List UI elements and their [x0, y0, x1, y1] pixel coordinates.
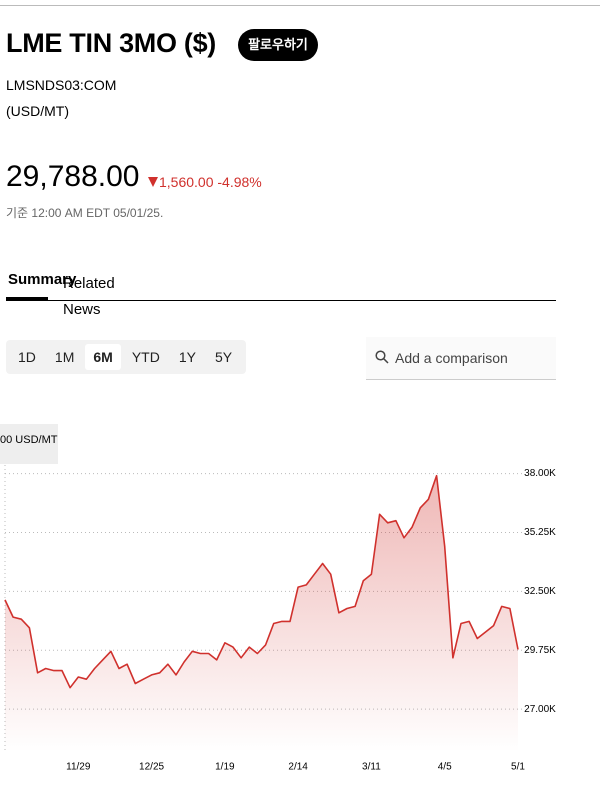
range-button[interactable]: 5Y: [214, 349, 233, 365]
timestamp: 기준 12:00 AM EDT 05/01/25.: [6, 206, 164, 220]
annotation: 00 USD/MT: [0, 434, 58, 446]
title: LME TIN 3MO ($): [6, 28, 216, 58]
follow-button[interactable]: 팔로우하기: [238, 29, 318, 61]
search-placeholder: Add a comparison: [395, 350, 508, 366]
price: 29,788.00: [6, 160, 140, 193]
line: [4, 474, 519, 689]
range-button[interactable]: 1Y: [178, 349, 196, 365]
range-button[interactable]: YTD: [131, 349, 160, 365]
ticker: LMSNDS03:COM: [6, 77, 117, 93]
annotation-box: [0, 424, 58, 464]
top-rule: [0, 5, 600, 6]
x-tick-label: 12/25: [139, 762, 164, 773]
range-button[interactable]: 1D: [18, 349, 36, 365]
area: [5, 475, 518, 752]
y-tick-label: 29.75K: [524, 645, 556, 656]
tab[interactable]: Summary: [8, 271, 77, 288]
x-tick-label: 4/5: [438, 762, 452, 773]
unit: (USD/MT): [6, 103, 69, 119]
tab[interactable]: Related News: [63, 275, 115, 318]
range-button[interactable]: 6M: [85, 344, 121, 370]
y-tick-label: 35.25K: [524, 527, 556, 538]
y-tick-label: 27.00K: [524, 704, 556, 715]
x-tick-label: 3/11: [362, 762, 381, 773]
change-value: 1,560.00: [159, 174, 214, 190]
tab-underline: [6, 297, 48, 301]
x-tick-label: 1/19: [215, 762, 235, 773]
x-tick-label: 2/14: [288, 762, 308, 773]
change: 1,560.00 -4.98%: [147, 174, 262, 190]
tab-rule: [6, 300, 556, 301]
down-arrow: [148, 177, 158, 187]
range-button[interactable]: 1M: [54, 349, 75, 365]
y-tick-label: 38.00K: [524, 468, 556, 479]
x-tick-label: 11/29: [66, 762, 91, 773]
comparison-search[interactable]: Add a comparison: [366, 337, 556, 380]
y-tick-label: 32.50K: [524, 586, 556, 597]
change-pct: -4.98%: [217, 174, 262, 190]
search-icon: [375, 350, 389, 364]
range-selector: 1D 1M 6M YTD 1Y 5Y: [6, 340, 246, 374]
x-tick-label: 5/1: [511, 762, 525, 773]
